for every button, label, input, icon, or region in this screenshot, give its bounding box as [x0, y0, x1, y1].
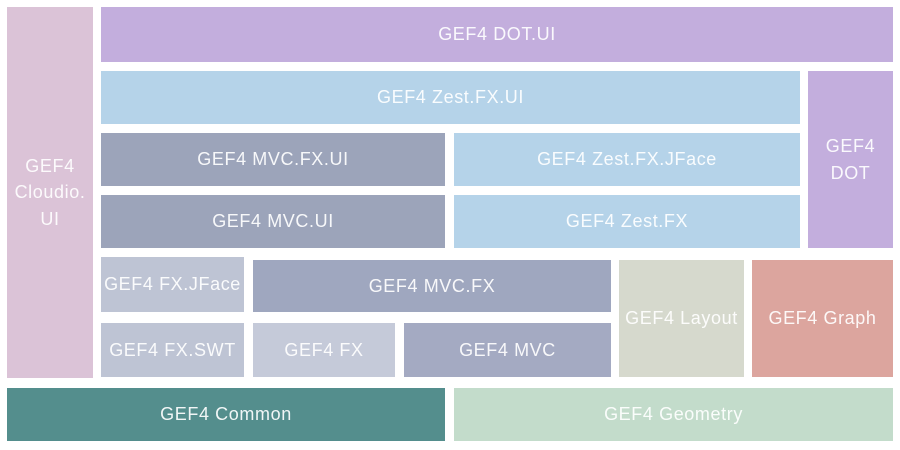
block-mvc-ui: GEF4 MVC.UI: [101, 195, 445, 248]
block-label-dot-ui: GEF4 DOT.UI: [438, 24, 556, 45]
block-label-fx-jface: GEF4 FX.JFace: [104, 274, 241, 295]
block-label-geometry: GEF4 Geometry: [604, 404, 743, 425]
block-cloudio-ui: GEF4 Cloudio. UI: [7, 7, 93, 378]
block-label-mvc-ui: GEF4 MVC.UI: [212, 211, 334, 232]
block-mvc-fx: GEF4 MVC.FX: [253, 260, 611, 312]
block-label-dot: GEF4 DOT: [825, 136, 876, 183]
block-common: GEF4 Common: [7, 388, 445, 441]
block-label-common: GEF4 Common: [160, 404, 292, 425]
block-geometry: GEF4 Geometry: [454, 388, 893, 441]
block-label-zest-fx-jface: GEF4 Zest.FX.JFace: [537, 149, 717, 170]
block-label-graph: GEF4 Graph: [768, 308, 877, 329]
block-mvc: GEF4 MVC: [404, 323, 611, 377]
block-zest-fx-ui: GEF4 Zest.FX.UI: [101, 71, 800, 124]
block-mvc-fx-ui: GEF4 MVC.FX.UI: [101, 133, 445, 186]
block-label-mvc-fx-ui: GEF4 MVC.FX.UI: [197, 149, 349, 170]
block-label-fx: GEF4 FX: [284, 339, 364, 360]
block-layout: GEF4 Layout: [619, 260, 744, 377]
block-dot: GEF4 DOT: [808, 71, 893, 248]
block-dot-ui: GEF4 DOT.UI: [101, 7, 893, 62]
block-fx-jface: GEF4 FX.JFace: [101, 257, 244, 312]
block-zest-fx: GEF4 Zest.FX: [454, 195, 800, 248]
block-label-cloudio-ui: GEF4 Cloudio. UI: [14, 156, 86, 229]
block-label-mvc-fx: GEF4 MVC.FX: [368, 275, 496, 296]
block-label-mvc: GEF4 MVC: [459, 339, 556, 360]
block-fx: GEF4 FX: [253, 323, 395, 377]
block-label-layout: GEF4 Layout: [625, 308, 738, 329]
block-label-zest-fx-ui: GEF4 Zest.FX.UI: [376, 87, 525, 108]
block-label-zest-fx: GEF4 Zest.FX: [565, 211, 689, 232]
block-fx-swt: GEF4 FX.SWT: [101, 323, 244, 377]
block-graph: GEF4 Graph: [752, 260, 893, 377]
block-label-fx-swt: GEF4 FX.SWT: [109, 339, 236, 360]
block-zest-fx-jface: GEF4 Zest.FX.JFace: [454, 133, 800, 186]
